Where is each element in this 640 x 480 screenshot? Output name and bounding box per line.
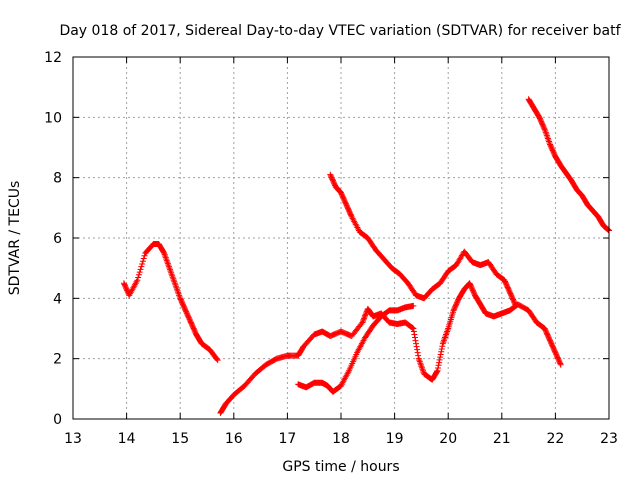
x-tick-label: 13 (64, 431, 82, 447)
data-point (410, 325, 417, 332)
data-point (412, 337, 419, 344)
series-arc-3 (295, 302, 417, 395)
data-point (436, 356, 443, 363)
x-tick-label: 15 (171, 431, 189, 447)
data-point (557, 361, 564, 368)
data-point (359, 319, 366, 326)
x-tick-label: 22 (546, 431, 564, 447)
y-tick-label: 12 (44, 50, 62, 66)
data-point (138, 263, 145, 270)
data-point (413, 340, 420, 347)
data-point (410, 328, 417, 335)
data-point (557, 360, 564, 367)
data-point (213, 356, 220, 363)
data-point (360, 316, 367, 323)
chart-title: Day 018 of 2017, Sidereal Day-to-day VTE… (59, 23, 621, 39)
y-axis-label: SDTVAR / TECUs (7, 181, 23, 296)
x-tick-label: 23 (600, 431, 618, 447)
data-point (433, 368, 440, 375)
data-point (214, 357, 221, 364)
series-arc-1 (120, 241, 221, 364)
data-point (438, 348, 445, 355)
x-tick-label: 17 (278, 431, 296, 447)
y-tick-label: 10 (44, 110, 62, 126)
data-point (137, 266, 144, 273)
data-point (541, 125, 548, 132)
data-point (361, 314, 368, 321)
data-point (135, 274, 142, 281)
data-point (410, 302, 417, 309)
data-point (435, 362, 442, 369)
data-point (437, 351, 444, 358)
data-point (438, 346, 445, 353)
data-point (409, 324, 416, 331)
data-point (511, 300, 518, 307)
data-point (139, 260, 146, 267)
data-point (134, 277, 141, 284)
series-arc-5 (525, 96, 612, 234)
data-point (136, 269, 143, 276)
x-tick-label: 20 (439, 431, 457, 447)
data-point (512, 301, 519, 308)
data-point (411, 334, 418, 341)
data-point (415, 352, 422, 359)
y-tick-label: 4 (53, 291, 62, 307)
y-tick-label: 8 (53, 171, 62, 187)
data-point (359, 318, 366, 325)
data-point (141, 252, 148, 259)
x-tick-label: 19 (386, 431, 404, 447)
x-axis-label: GPS time / hours (282, 459, 399, 475)
x-tick-label: 18 (332, 431, 350, 447)
data-point (437, 354, 444, 361)
data-point (411, 331, 418, 338)
y-tick-label: 2 (53, 352, 62, 368)
data-points (120, 96, 612, 416)
data-point (439, 343, 446, 350)
data-point (362, 312, 369, 319)
y-tick-label: 0 (53, 412, 62, 428)
axes: 13 14 15 16 17 18 19 20 21 22 23 0 2 4 6 8 10 12 (44, 50, 618, 447)
data-point (414, 346, 421, 353)
data-point (135, 271, 142, 278)
data-point (139, 258, 146, 265)
x-tick-label: 14 (118, 431, 136, 447)
data-point (362, 311, 369, 318)
data-point (348, 212, 355, 219)
x-tick-label: 16 (225, 431, 243, 447)
data-point (435, 365, 442, 372)
data-point (436, 359, 443, 366)
data-point (140, 255, 147, 262)
data-point (361, 315, 368, 322)
data-point (434, 367, 441, 374)
series-arc-4 (327, 171, 519, 308)
y-tick-label: 6 (53, 231, 62, 247)
data-point (413, 343, 420, 350)
grid (73, 57, 609, 419)
x-tick-label: 21 (493, 431, 511, 447)
data-point (414, 349, 421, 356)
